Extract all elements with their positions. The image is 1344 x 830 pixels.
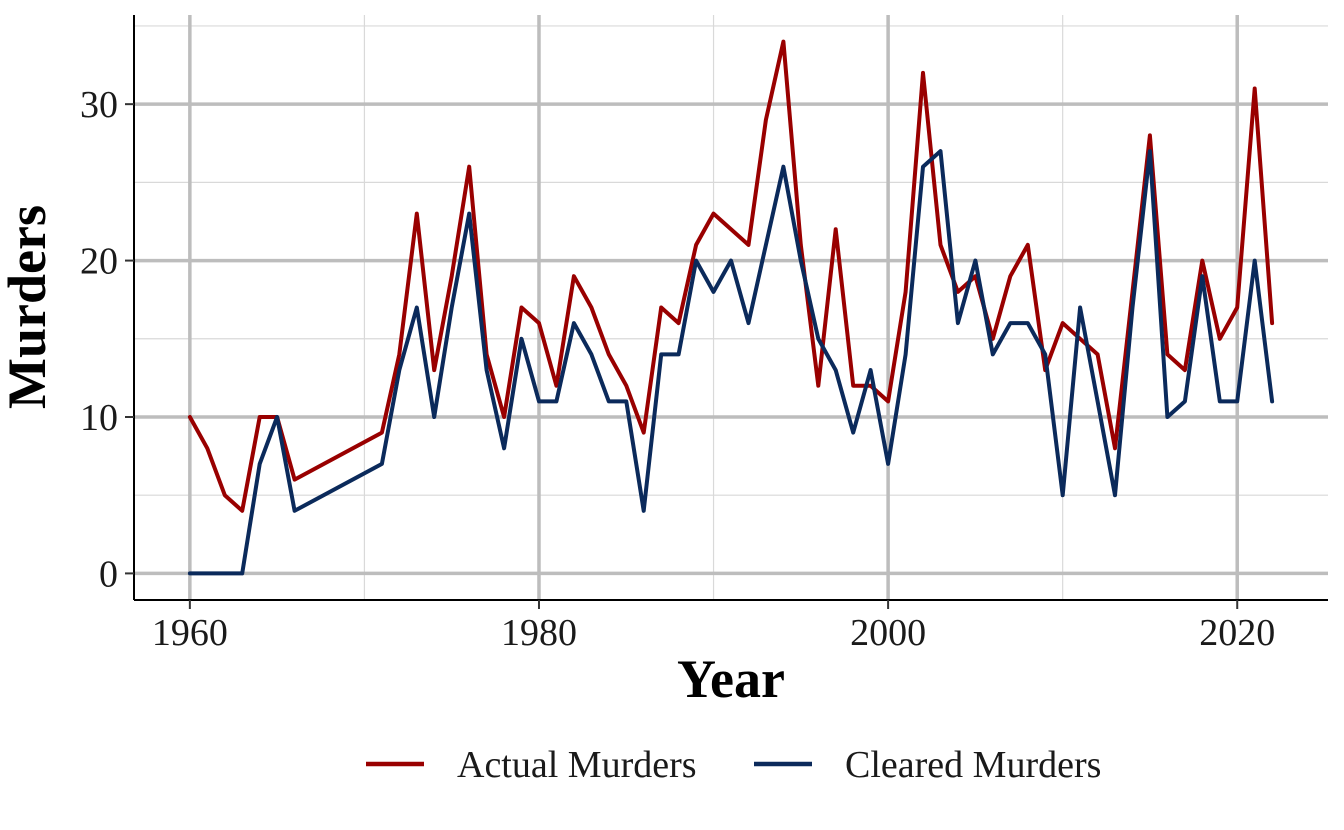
legend-label-actual-murders: Actual Murders bbox=[457, 744, 697, 786]
legend: Actual Murders Cleared Murders bbox=[366, 744, 1101, 786]
legend-label-cleared-murders: Cleared Murders bbox=[845, 744, 1101, 786]
minor-gridlines bbox=[134, 15, 1328, 600]
series-line-cleared-murders bbox=[187, 149, 1275, 576]
y-tick-label: 0 bbox=[99, 553, 118, 595]
y-tick-label: 30 bbox=[80, 84, 118, 126]
x-axis-title: Year bbox=[677, 649, 785, 709]
y-axis-title: Murders bbox=[0, 205, 57, 409]
x-tick-label: 1980 bbox=[501, 612, 577, 654]
tick-labels: 1960 1980 2000 2020 0 10 20 30 bbox=[80, 84, 1275, 654]
x-tick-label: 2020 bbox=[1199, 612, 1275, 654]
major-gridlines bbox=[134, 15, 1328, 600]
series-line-actual-murders bbox=[187, 39, 1275, 513]
y-tick-label: 20 bbox=[80, 241, 118, 283]
axes bbox=[125, 15, 1328, 609]
x-tick-label: 2000 bbox=[850, 612, 926, 654]
y-tick-label: 10 bbox=[80, 397, 118, 439]
x-tick-label: 1960 bbox=[152, 612, 228, 654]
series-lines bbox=[187, 39, 1275, 576]
